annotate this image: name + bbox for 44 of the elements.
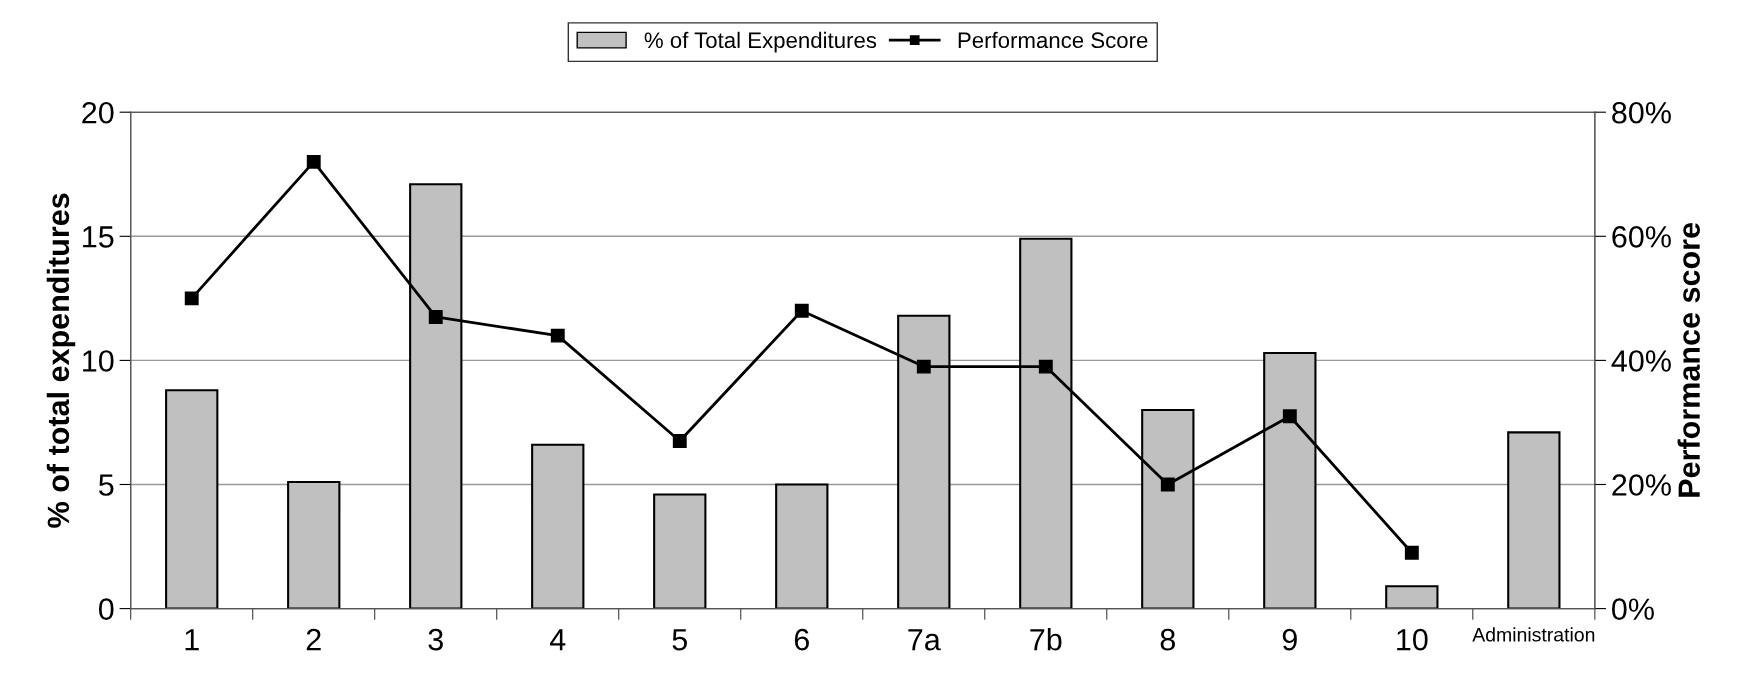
- point: [306, 154, 321, 169]
- point: [1160, 477, 1175, 492]
- point: [794, 303, 809, 318]
- x-tick-label: 10: [1397, 628, 1428, 651]
- point: [550, 328, 565, 343]
- y2-tick-label: 80%: [1612, 101, 1671, 124]
- point: [428, 310, 443, 324]
- x-tick-label: 9: [1282, 628, 1297, 651]
- bar: [1385, 585, 1439, 609]
- bar: [531, 443, 585, 609]
- x-tick-label: 1: [185, 629, 199, 651]
- y-axis-title: % of total expenditures: [46, 193, 76, 528]
- legend-label: Performance Score: [958, 31, 1148, 49]
- bar: [775, 483, 829, 609]
- x-tick-label: 7a: [908, 629, 941, 651]
- y-tick-label: 20: [82, 101, 114, 124]
- y2-tick-label: 40%: [1611, 350, 1671, 372]
- y-tick-label: 10: [83, 350, 114, 372]
- point: [1404, 545, 1419, 560]
- bar: [1507, 431, 1561, 609]
- y-tick-label: 15: [83, 226, 114, 248]
- bar: [165, 389, 219, 609]
- bar: [653, 493, 707, 609]
- x-tick-label: 8: [1160, 628, 1175, 651]
- point: [184, 291, 199, 306]
- y-tick-label: 0: [98, 598, 114, 620]
- y-tick-label: 5: [98, 474, 114, 496]
- x-tick-label: 3: [428, 628, 443, 651]
- point: [1038, 359, 1053, 374]
- bar: [287, 480, 341, 609]
- point: [916, 359, 931, 374]
- x-tick-label: 6: [794, 628, 809, 651]
- point: [1282, 409, 1297, 424]
- x-tick-label: 4: [549, 629, 566, 651]
- y2-tick-label: 60%: [1612, 226, 1671, 248]
- x-tick-label: Administration: [1472, 627, 1595, 642]
- legend-label: % of Total Expenditures: [644, 31, 877, 53]
- x-tick-label: 2: [306, 628, 321, 651]
- y2-axis-title: Performance score: [1677, 223, 1700, 497]
- y2-tick-label: 0%: [1612, 598, 1654, 620]
- x-tick-label: 5: [672, 629, 687, 651]
- y2-tick-label: 20%: [1612, 474, 1671, 496]
- point: [672, 434, 687, 449]
- x-tick-label: 7b: [1030, 628, 1062, 651]
